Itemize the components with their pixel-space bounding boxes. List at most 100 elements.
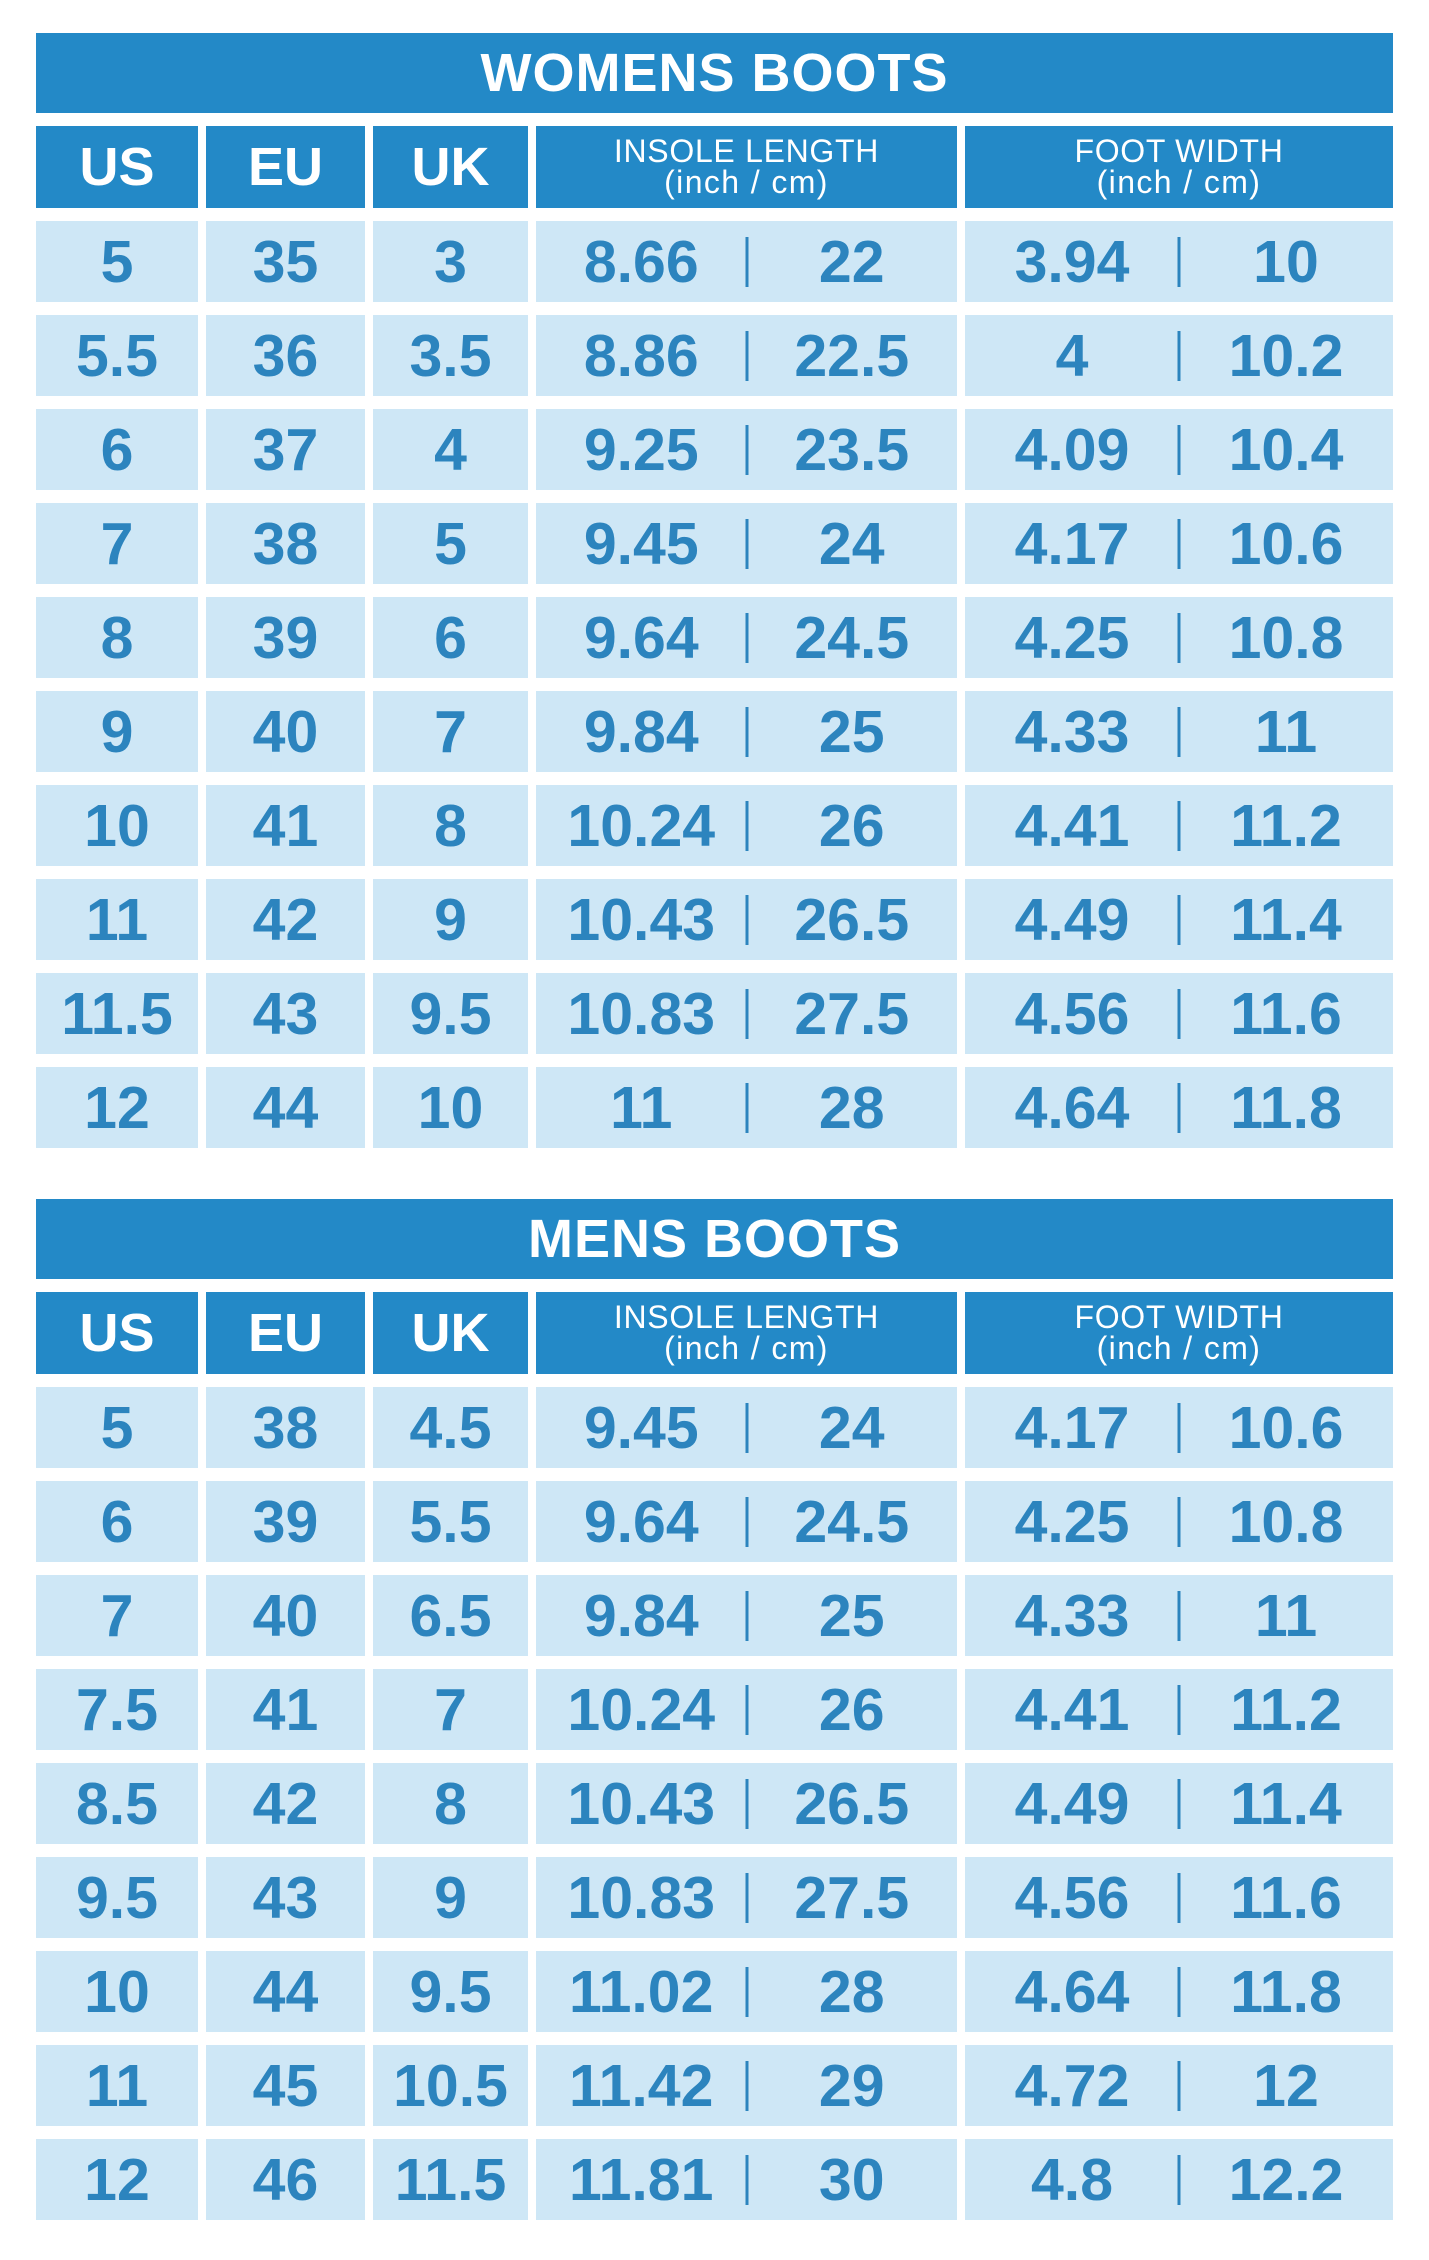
cell-eu: 39 <box>206 1481 365 1562</box>
value-inch: 10.83 <box>567 1864 716 1931</box>
value-inch: 4.09 <box>1014 416 1130 483</box>
cell-foot-width: 4.09 10.4 <box>965 409 1393 490</box>
cell-us: 6 <box>36 1481 198 1562</box>
cell-foot-width: 4.56 11.6 <box>965 1857 1393 1938</box>
womens-column-header-insole-length: INSOLE LENGTH (inch / cm) <box>536 126 957 208</box>
value-cm: 11 <box>1254 698 1318 765</box>
womens-column-header-foot-width: FOOT WIDTH (inch / cm) <box>965 126 1393 208</box>
cell-us: 8.5 <box>36 1763 198 1844</box>
cell-uk: 5.5 <box>373 1481 528 1562</box>
mens-column-header-us: US <box>36 1292 198 1374</box>
cell-foot-width: 4.33 11 <box>965 691 1393 772</box>
cell-eu: 38 <box>206 503 365 584</box>
cell-foot-width: 3.94 10 <box>965 221 1393 302</box>
value-inch: 4.17 <box>1014 1394 1130 1461</box>
value-cm: 25 <box>818 1582 885 1649</box>
value-cm: 23.5 <box>794 416 910 483</box>
cell-eu: 40 <box>206 691 365 772</box>
value-inch: 4.56 <box>1014 1864 1130 1931</box>
divider-line <box>1177 1872 1181 1923</box>
cell-uk: 9 <box>373 879 528 960</box>
cell-us: 8 <box>36 597 198 678</box>
cell-foot-width: 4.17 10.6 <box>965 1387 1393 1468</box>
cell-us: 10 <box>36 1951 198 2032</box>
value-cm: 11.2 <box>1230 792 1342 859</box>
mens-column-header-foot-width: FOOT WIDTH (inch / cm) <box>965 1292 1393 1374</box>
divider-line <box>745 330 748 381</box>
divider-line <box>1177 236 1181 287</box>
cell-foot-width: 4.33 11 <box>965 1575 1393 1656</box>
value-inch: 4.25 <box>1014 1488 1130 1555</box>
cell-insole-length: 10.83 27.5 <box>536 1857 957 1938</box>
cell-us: 11 <box>36 2045 198 2126</box>
cell-eu: 44 <box>206 1951 365 2032</box>
divider-line <box>745 518 748 569</box>
value-cm: 24.5 <box>794 604 910 671</box>
divider-line <box>745 1966 748 2017</box>
value-cm: 27.5 <box>794 980 910 1047</box>
column-header-unit-label: (inch / cm) <box>1096 1330 1262 1366</box>
value-inch: 9.84 <box>583 698 699 765</box>
value-cm: 26.5 <box>794 1770 910 1837</box>
cell-uk: 5 <box>373 503 528 584</box>
divider-line <box>1177 612 1181 663</box>
value-inch: 4.49 <box>1014 886 1130 953</box>
value-inch: 9.45 <box>583 1394 699 1461</box>
value-inch: 9.64 <box>583 1488 699 1555</box>
value-cm: 10.6 <box>1228 510 1344 577</box>
cell-insole-length: 9.84 25 <box>536 1575 957 1656</box>
column-header-label: FOOT WIDTH <box>1074 1299 1284 1335</box>
divider-line <box>1177 1082 1181 1133</box>
womens-column-header-us: US <box>36 126 198 208</box>
value-cm: 22.5 <box>794 322 910 389</box>
value-cm: 11.2 <box>1230 1676 1342 1743</box>
mens-column-header-insole-length: INSOLE LENGTH (inch / cm) <box>536 1292 957 1374</box>
value-inch: 11.42 <box>569 2052 714 2119</box>
cell-foot-width: 4.17 10.6 <box>965 503 1393 584</box>
value-inch: 4.41 <box>1014 792 1130 859</box>
divider-line <box>1177 706 1181 757</box>
value-cm: 24 <box>818 510 885 577</box>
divider-line <box>745 424 748 475</box>
womens-column-header-uk: UK <box>373 126 528 208</box>
value-cm: 10.8 <box>1228 604 1344 671</box>
divider-line <box>745 612 748 663</box>
cell-uk: 8 <box>373 785 528 866</box>
cell-foot-width: 4.49 11.4 <box>965 879 1393 960</box>
cell-us: 7.5 <box>36 1669 198 1750</box>
cell-insole-length: 10.43 26.5 <box>536 1763 957 1844</box>
divider-line <box>1177 1966 1181 2017</box>
cell-insole-length: 11.42 29 <box>536 2045 957 2126</box>
mens-table-title: MENS BOOTS <box>36 1199 1393 1279</box>
divider-line <box>745 1872 748 1923</box>
cell-insole-length: 9.45 24 <box>536 1387 957 1468</box>
cell-foot-width: 4.56 11.6 <box>965 973 1393 1054</box>
mens-table-grid: US EU UK INSOLE LENGTH (inch / cm) FOOT … <box>36 1292 1393 2220</box>
value-inch: 9.25 <box>583 416 699 483</box>
value-cm: 10 <box>1253 228 1319 295</box>
column-header-unit-label: (inch / cm) <box>664 164 829 200</box>
cell-insole-length: 11.81 30 <box>536 2139 957 2220</box>
value-cm: 30 <box>818 2146 885 2213</box>
value-inch: 10.43 <box>567 886 716 953</box>
cell-foot-width: 4.64 11.8 <box>965 1951 1393 2032</box>
cell-insole-length: 11.02 28 <box>536 1951 957 2032</box>
cell-foot-width: 4.41 11.2 <box>965 785 1393 866</box>
cell-eu: 36 <box>206 315 365 396</box>
column-header-label: FOOT WIDTH <box>1074 133 1284 169</box>
cell-insole-length: 10.24 26 <box>536 785 957 866</box>
value-cm: 12.2 <box>1228 2146 1344 2213</box>
cell-insole-length: 9.64 24.5 <box>536 1481 957 1562</box>
divider-line <box>745 706 748 757</box>
value-cm: 10.6 <box>1228 1394 1344 1461</box>
value-inch: 11 <box>610 1074 673 1141</box>
womens-table-grid: US EU UK INSOLE LENGTH (inch / cm) FOOT … <box>36 126 1393 1148</box>
cell-insole-length: 9.64 24.5 <box>536 597 957 678</box>
cell-uk: 4 <box>373 409 528 490</box>
mens-column-header-uk: UK <box>373 1292 528 1374</box>
cell-eu: 41 <box>206 785 365 866</box>
cell-us: 12 <box>36 2139 198 2220</box>
value-inch: 9.84 <box>583 1582 699 1649</box>
cell-uk: 7 <box>373 691 528 772</box>
